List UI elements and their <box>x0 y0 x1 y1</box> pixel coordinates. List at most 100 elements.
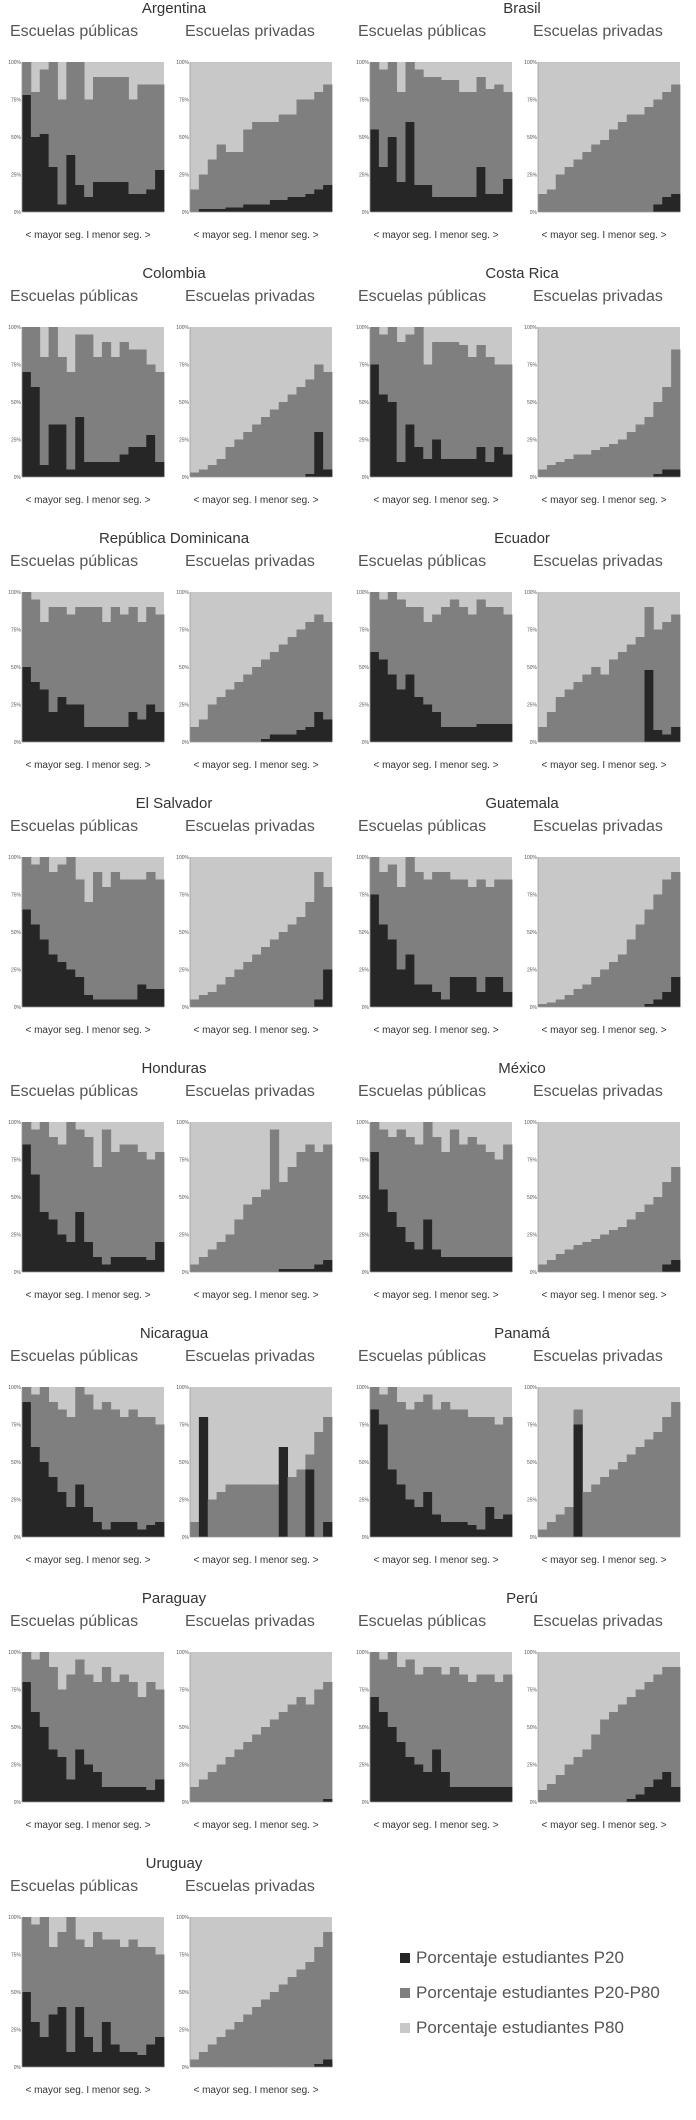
p20-p80-bar <box>110 1409 121 1522</box>
p20-p80-bar <box>573 454 583 477</box>
p20-p80-bar <box>405 1137 415 1242</box>
p20-p80-bar <box>30 1659 41 1712</box>
p20-p80-bar <box>84 1947 94 2037</box>
p20-bar <box>22 1682 32 1802</box>
p20-p80-bar <box>432 872 442 992</box>
p20-bar <box>485 1257 495 1272</box>
p20-p80-bar <box>84 1674 94 1765</box>
p20-bar <box>458 977 469 1007</box>
p20-bar <box>137 2055 147 2067</box>
p20-p80-bar <box>423 1122 433 1220</box>
y-tick-label: 0% <box>182 1270 190 1276</box>
p20-p80-bar <box>137 879 147 985</box>
p20-p80-bar <box>591 1734 601 1802</box>
p20-p80-bar <box>252 1734 262 1802</box>
p20-p80-bar <box>22 1917 32 1992</box>
y-tick-label: 50% <box>527 930 538 936</box>
country-title: Brasil <box>503 0 541 17</box>
p20-p80-bar <box>600 140 610 212</box>
y-tick-label: 100% <box>524 590 537 596</box>
p20-p80-bar <box>305 902 315 1007</box>
p20-bar <box>432 1749 442 1802</box>
p20-bar <box>119 2052 129 2067</box>
subtitle-private: Escuelas privadas <box>185 288 315 305</box>
legend-swatch-p80 <box>400 2022 410 2033</box>
p20-p80-bar <box>119 614 129 727</box>
p20-bar <box>75 1484 85 1537</box>
p20-p80-bar <box>600 969 610 1007</box>
y-tick-label: 50% <box>359 1195 370 1201</box>
p20-p80-bar <box>626 432 637 477</box>
country-title: Argentina <box>141 0 207 17</box>
p20-p80-bar <box>387 62 398 137</box>
p20-bar <box>314 999 324 1007</box>
p20-p80-bar <box>423 879 433 985</box>
p20-bar <box>405 1499 415 1537</box>
p20-p80-bar <box>653 99 663 205</box>
p20-p80-bar <box>485 89 495 194</box>
p20-p80-bar <box>39 1387 50 1462</box>
p20-bar <box>405 674 415 742</box>
p20-bar <box>110 2044 121 2067</box>
p20-p80-bar <box>644 107 654 212</box>
y-tick-label: 100% <box>8 60 21 66</box>
p20-bar <box>287 197 297 212</box>
subtitle-public: Escuelas públicas <box>358 288 487 305</box>
p20-bar <box>137 1529 147 1537</box>
p20-bar <box>441 459 451 477</box>
p20-bar <box>635 1794 645 1802</box>
p20-p80-bar <box>441 342 451 459</box>
p20-p80-bar <box>39 1122 50 1212</box>
y-tick-label: 0% <box>530 475 538 481</box>
y-tick-label: 25% <box>527 438 538 444</box>
p20-p80-bar <box>84 1137 94 1242</box>
p20-p80-bar <box>370 62 380 130</box>
subtitle-private: Escuelas privadas <box>185 1348 315 1365</box>
p20-bar <box>146 1260 156 1272</box>
chart-private-svg: 0% 25% 50% 75% 100% <box>524 1385 681 1541</box>
p20-p80-bar <box>546 1002 557 1007</box>
p20-p80-bar <box>644 909 654 1004</box>
p20-bar <box>22 909 32 1007</box>
country-title: República Dominicana <box>98 530 250 547</box>
p20-bar <box>39 1212 50 1272</box>
public-schools-chart: 0% 25% 50% 75% 100% <box>8 325 165 487</box>
p20-bar <box>494 194 504 212</box>
p20-p80-bar <box>653 1197 663 1272</box>
p20-bar <box>476 1787 486 1802</box>
p20-bar <box>441 1522 451 1537</box>
p20-p80-bar <box>84 334 94 462</box>
p20-p80-bar <box>546 1784 557 1802</box>
p20-p80-bar <box>84 607 94 727</box>
p20-p80-bar <box>396 92 406 182</box>
p20-p80-bar <box>252 2007 262 2067</box>
country-title: Ecuador <box>494 530 550 547</box>
y-tick-label: 25% <box>359 703 370 709</box>
p20-bar <box>296 197 306 212</box>
p20-p80-bar <box>190 189 200 212</box>
y-tick-label: 75% <box>179 363 190 369</box>
p20-p80-bar <box>269 1992 280 2067</box>
p20-bar <box>128 194 138 212</box>
p20-p80-bar <box>75 879 85 977</box>
p20-p80-bar <box>635 1212 645 1272</box>
p20-p80-bar <box>22 592 32 667</box>
public-schools-chart: 0% 25% 50% 75% 100% <box>8 590 165 752</box>
y-tick-label: 50% <box>359 135 370 141</box>
p20-bar <box>378 394 389 477</box>
p20-bar <box>57 962 67 1007</box>
p20-p80-bar <box>269 652 280 735</box>
p20-p80-bar <box>243 1484 253 1537</box>
p20-p80-bar <box>57 864 67 962</box>
y-tick-label: 75% <box>359 1423 370 1429</box>
y-tick-label: 75% <box>527 628 538 634</box>
p20-p80-bar <box>555 999 566 1007</box>
p20-p80-bar <box>467 1137 477 1257</box>
p20-bar <box>396 1227 406 1272</box>
public-schools-chart: 0% 25% 50% 75% 100% <box>356 325 513 487</box>
y-tick-label: 50% <box>359 1460 370 1466</box>
y-tick-label: 0% <box>182 475 190 481</box>
p20-p80-bar <box>84 1394 94 1507</box>
p20-p80-bar <box>198 469 209 477</box>
p20-p80-bar <box>555 697 566 742</box>
